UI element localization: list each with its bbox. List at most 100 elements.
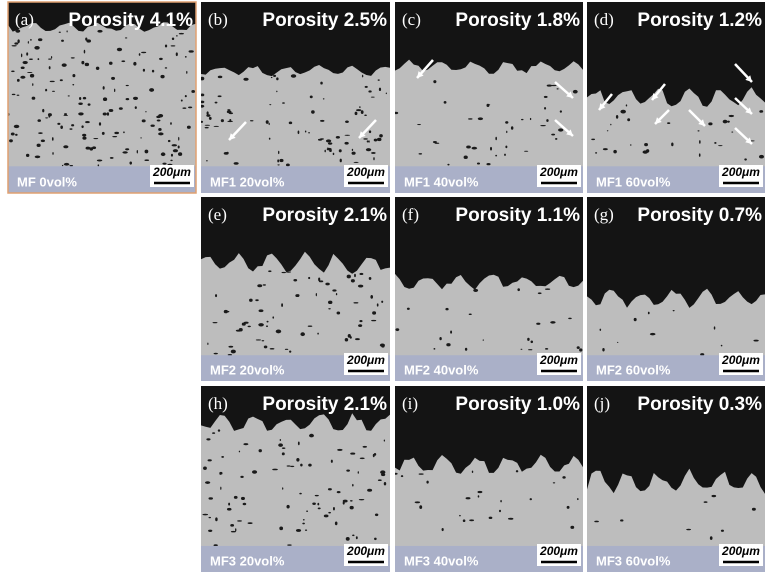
pore — [11, 71, 15, 73]
pore — [617, 342, 618, 343]
pore — [558, 128, 563, 131]
pore — [259, 309, 264, 312]
pore — [335, 521, 338, 525]
pore — [442, 528, 444, 531]
pore — [21, 53, 22, 57]
pore — [71, 57, 75, 58]
sample-label: MF 0vol% — [17, 174, 77, 189]
pore — [759, 110, 763, 113]
pore — [176, 35, 178, 36]
pore — [51, 56, 52, 59]
pore — [374, 538, 377, 540]
pore — [352, 535, 354, 537]
pore — [145, 150, 149, 154]
pore — [221, 119, 224, 122]
pore — [627, 118, 630, 121]
pore — [208, 497, 212, 499]
pore — [358, 471, 359, 474]
pore — [60, 79, 63, 81]
pore — [721, 345, 723, 347]
pore — [332, 289, 336, 291]
pore — [286, 164, 290, 167]
pore — [229, 119, 231, 121]
pore — [344, 142, 348, 145]
pore — [337, 491, 341, 493]
pore — [350, 506, 354, 509]
pore — [511, 126, 513, 130]
pore — [205, 127, 209, 129]
panel-letter: (f) — [402, 205, 419, 224]
pore — [500, 500, 502, 503]
pore — [600, 329, 602, 331]
pore — [248, 326, 251, 328]
pore — [536, 323, 540, 325]
pore — [114, 132, 119, 134]
pore — [125, 37, 127, 38]
panel: (a)Porosity 4.1%MF 0vol%200μm — [7, 2, 196, 193]
pore — [235, 528, 236, 531]
pore — [469, 519, 474, 521]
pore — [103, 86, 105, 90]
pore — [102, 132, 105, 135]
pore — [419, 473, 424, 474]
pore — [573, 90, 578, 94]
pore — [14, 42, 18, 44]
pore — [72, 74, 75, 77]
sample-label: MF2 60vol% — [596, 362, 671, 377]
pore — [308, 325, 313, 326]
pore — [371, 152, 375, 154]
pore — [52, 152, 53, 155]
pore — [333, 507, 335, 510]
pore — [109, 62, 113, 65]
pore — [293, 279, 297, 281]
pore — [214, 353, 218, 355]
pore — [215, 102, 218, 104]
pore — [478, 117, 483, 120]
pore — [218, 429, 220, 431]
pore — [62, 63, 67, 66]
pore — [517, 288, 520, 291]
pore — [86, 147, 91, 150]
pore — [446, 343, 450, 346]
pore — [337, 449, 342, 451]
porosity-label: Porosity 1.8% — [455, 10, 580, 31]
pore — [336, 293, 337, 295]
scale-label: 200μm — [721, 544, 760, 558]
pore — [348, 334, 351, 338]
pore — [718, 145, 722, 146]
pore — [88, 103, 91, 105]
pore — [38, 132, 43, 134]
pore — [133, 62, 136, 66]
porosity-label: Porosity 2.5% — [262, 10, 387, 31]
pore — [289, 350, 291, 352]
pore — [282, 487, 283, 490]
pore — [521, 119, 524, 120]
pore — [82, 136, 86, 139]
pore — [172, 144, 178, 146]
pore — [206, 438, 210, 440]
pore — [121, 60, 125, 62]
pore — [17, 39, 19, 43]
pore — [228, 346, 233, 348]
pore — [185, 56, 187, 58]
pore — [189, 50, 194, 52]
pore — [401, 475, 403, 477]
pore — [350, 452, 355, 454]
pore — [355, 338, 360, 340]
pore — [12, 94, 16, 95]
pore — [20, 76, 25, 79]
pore — [252, 470, 257, 474]
pore — [152, 70, 154, 73]
pore — [212, 322, 217, 323]
pore — [243, 443, 248, 445]
pore — [38, 58, 40, 60]
pore — [644, 143, 648, 146]
pore — [259, 449, 262, 452]
pore — [300, 332, 305, 336]
pore — [530, 118, 531, 120]
pore — [135, 106, 137, 109]
pore — [361, 110, 364, 114]
pore — [38, 38, 42, 41]
pore — [114, 89, 115, 92]
pore — [375, 514, 378, 517]
